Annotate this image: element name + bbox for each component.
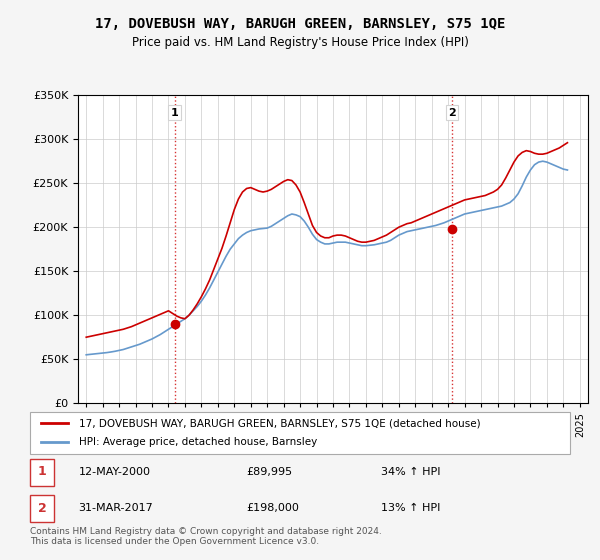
Text: 12-MAY-2000: 12-MAY-2000	[79, 467, 151, 477]
Text: 2: 2	[38, 502, 46, 515]
Text: 13% ↑ HPI: 13% ↑ HPI	[381, 503, 440, 513]
Text: 17, DOVEBUSH WAY, BARUGH GREEN, BARNSLEY, S75 1QE (detached house): 17, DOVEBUSH WAY, BARUGH GREEN, BARNSLEY…	[79, 418, 480, 428]
Text: £198,000: £198,000	[246, 503, 299, 513]
Text: 31-MAR-2017: 31-MAR-2017	[79, 503, 154, 513]
Text: 1: 1	[170, 108, 178, 118]
FancyBboxPatch shape	[30, 459, 54, 486]
Text: Price paid vs. HM Land Registry's House Price Index (HPI): Price paid vs. HM Land Registry's House …	[131, 36, 469, 49]
Text: 34% ↑ HPI: 34% ↑ HPI	[381, 467, 440, 477]
Text: 1: 1	[38, 465, 46, 478]
Text: 2: 2	[448, 108, 456, 118]
Text: £89,995: £89,995	[246, 467, 292, 477]
Text: HPI: Average price, detached house, Barnsley: HPI: Average price, detached house, Barn…	[79, 437, 317, 447]
Text: 17, DOVEBUSH WAY, BARUGH GREEN, BARNSLEY, S75 1QE: 17, DOVEBUSH WAY, BARUGH GREEN, BARNSLEY…	[95, 17, 505, 31]
FancyBboxPatch shape	[30, 495, 54, 522]
FancyBboxPatch shape	[30, 412, 570, 454]
Text: Contains HM Land Registry data © Crown copyright and database right 2024.
This d: Contains HM Land Registry data © Crown c…	[30, 526, 382, 546]
